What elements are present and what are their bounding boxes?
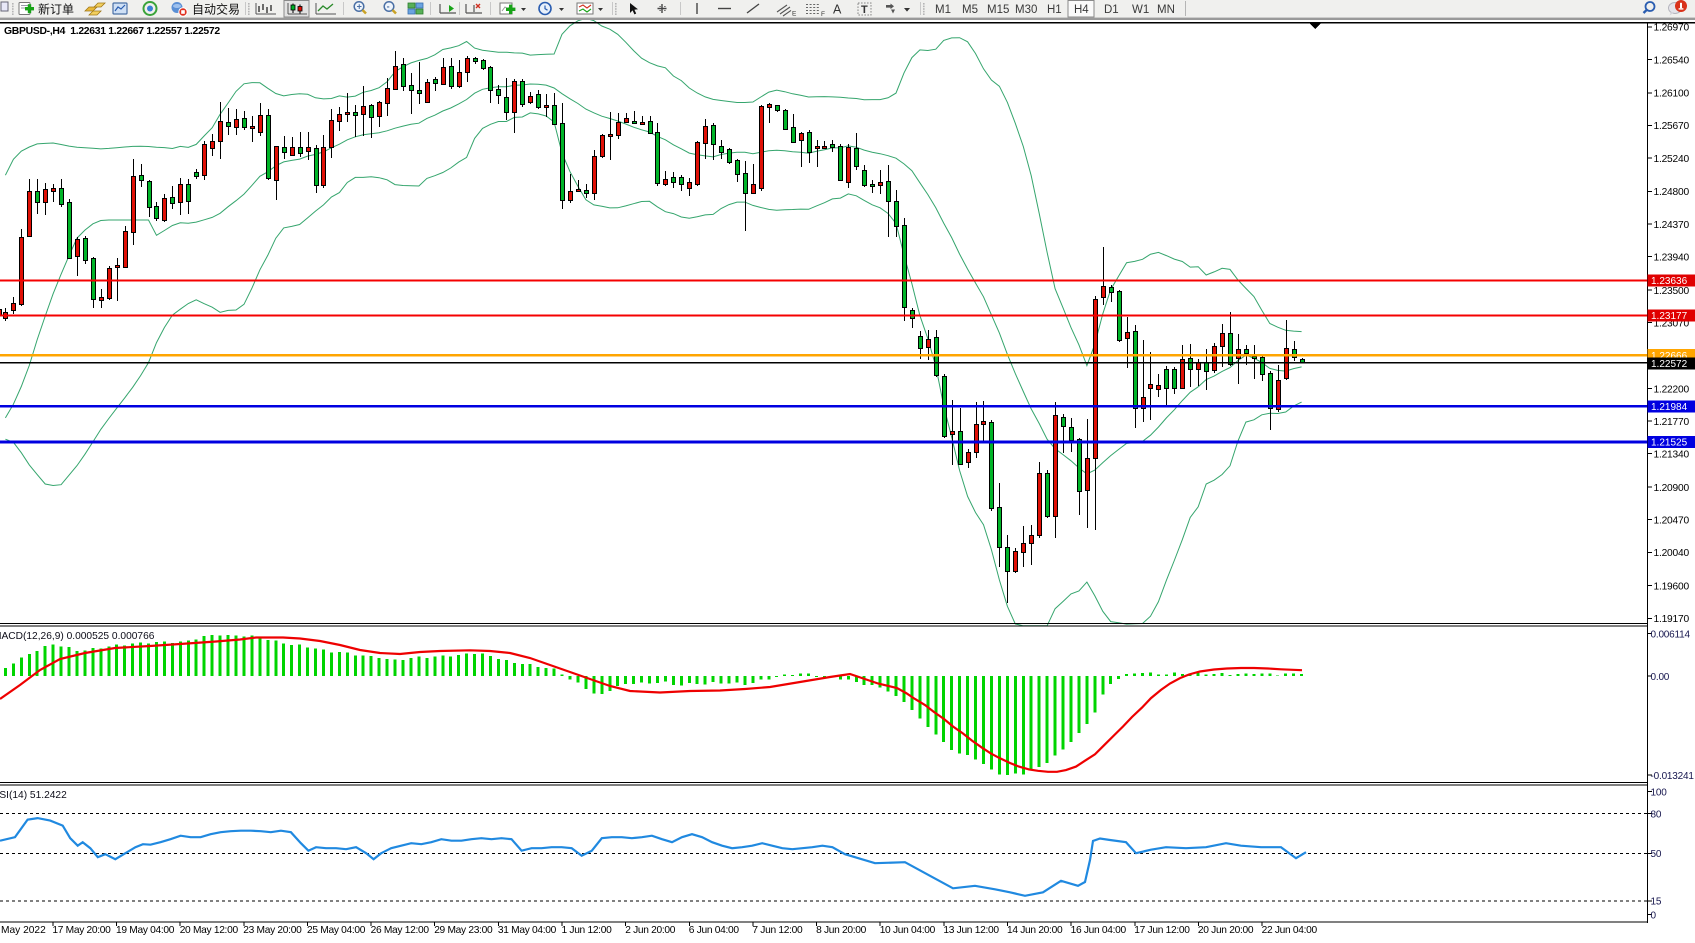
svg-text:1.23500: 1.23500 — [1654, 286, 1690, 297]
svg-text:20 May 12:00: 20 May 12:00 — [180, 925, 239, 936]
svg-text:0.006114: 0.006114 — [1651, 629, 1691, 640]
svg-text:17 May 20:00: 17 May 20:00 — [52, 925, 111, 936]
svg-text:1.25670: 1.25670 — [1654, 121, 1690, 132]
svg-text:M30: M30 — [1015, 4, 1037, 16]
svg-text:8 Jun 20:00: 8 Jun 20:00 — [816, 925, 867, 936]
svg-text:29 May 23:00: 29 May 23:00 — [434, 925, 493, 936]
svg-text:17 Jun 12:00: 17 Jun 12:00 — [1134, 925, 1190, 936]
svg-text:1.24800: 1.24800 — [1654, 187, 1690, 198]
svg-text:1.22572: 1.22572 — [1651, 359, 1688, 370]
svg-text:19 May 04:00: 19 May 04:00 — [116, 925, 175, 936]
svg-text:1.19600: 1.19600 — [1654, 582, 1690, 593]
svg-text:1.20470: 1.20470 — [1654, 516, 1690, 527]
svg-text:1.23177: 1.23177 — [1651, 311, 1688, 322]
svg-text:1.21340: 1.21340 — [1654, 450, 1690, 461]
svg-text:M15: M15 — [987, 4, 1009, 16]
svg-text:13 Jun 12:00: 13 Jun 12:00 — [943, 925, 999, 936]
svg-text:80: 80 — [1651, 810, 1662, 821]
svg-text:F: F — [821, 11, 825, 18]
svg-text:1.21525: 1.21525 — [1651, 438, 1688, 449]
svg-text:1.26970: 1.26970 — [1654, 23, 1690, 34]
svg-text:E: E — [792, 11, 797, 18]
svg-text:1.20040: 1.20040 — [1654, 548, 1690, 559]
svg-text:26 May 12:00: 26 May 12:00 — [371, 925, 430, 936]
svg-text:RSI(14) 51.2422: RSI(14) 51.2422 — [0, 790, 67, 801]
svg-text:M5: M5 — [962, 4, 978, 16]
svg-text:M1: M1 — [935, 4, 951, 16]
svg-text:+: + — [357, 2, 362, 12]
svg-text:-0.013241: -0.013241 — [1651, 771, 1695, 782]
svg-text:1.24370: 1.24370 — [1654, 220, 1690, 231]
svg-text:7 Jun 12:00: 7 Jun 12:00 — [752, 925, 803, 936]
svg-text:31 May 04:00: 31 May 04:00 — [498, 925, 557, 936]
svg-text:1.26540: 1.26540 — [1654, 55, 1690, 66]
svg-text:1.20900: 1.20900 — [1654, 483, 1690, 494]
svg-text:2 Jun 20:00: 2 Jun 20:00 — [625, 925, 676, 936]
svg-text:1.19170: 1.19170 — [1654, 614, 1690, 625]
svg-text:14 Jun 20:00: 14 Jun 20:00 — [1007, 925, 1063, 936]
svg-text:H1: H1 — [1047, 4, 1062, 16]
svg-text:GBPUSD-,H4 1.22631 1.22667 1.: GBPUSD-,H4 1.22631 1.22667 1.22557 1.225… — [4, 26, 220, 37]
svg-text:1.21984: 1.21984 — [1651, 402, 1688, 413]
svg-text:1.21770: 1.21770 — [1654, 417, 1690, 428]
svg-text:自动交易: 自动交易 — [192, 2, 240, 17]
svg-text:MN: MN — [1157, 4, 1175, 16]
svg-text:May 2022: May 2022 — [1, 925, 46, 936]
svg-text:1 Jun 12:00: 1 Jun 12:00 — [562, 925, 613, 936]
svg-text:1.23636: 1.23636 — [1651, 276, 1688, 287]
svg-text:1.25240: 1.25240 — [1654, 154, 1690, 165]
svg-text:15: 15 — [1651, 897, 1662, 908]
svg-text:D1: D1 — [1104, 4, 1119, 16]
svg-text:10 Jun 04:00: 10 Jun 04:00 — [880, 925, 936, 936]
svg-text:6 Jun 04:00: 6 Jun 04:00 — [689, 925, 740, 936]
svg-text:22 Jun 04:00: 22 Jun 04:00 — [1262, 925, 1318, 936]
svg-text:A: A — [833, 3, 842, 17]
svg-text:100: 100 — [1651, 787, 1668, 798]
svg-text:1.26100: 1.26100 — [1654, 89, 1690, 100]
svg-text:-: - — [387, 2, 390, 12]
svg-text:H4: H4 — [1074, 4, 1089, 16]
svg-text:0: 0 — [1651, 911, 1657, 922]
svg-text:新订单: 新订单 — [38, 2, 74, 17]
svg-text:1.22200: 1.22200 — [1654, 384, 1690, 395]
svg-text:23 May 20:00: 23 May 20:00 — [243, 925, 302, 936]
svg-text:16 Jun 04:00: 16 Jun 04:00 — [1071, 925, 1127, 936]
svg-text:50: 50 — [1651, 849, 1662, 860]
svg-text:25 May 04:00: 25 May 04:00 — [307, 925, 366, 936]
svg-text:0.00: 0.00 — [1651, 672, 1670, 683]
svg-text:1.23940: 1.23940 — [1654, 252, 1690, 263]
svg-text:20 Jun 20:00: 20 Jun 20:00 — [1198, 925, 1254, 936]
svg-text:MACD(12,26,9) 0.000525 0.00076: MACD(12,26,9) 0.000525 0.000766 — [0, 631, 155, 642]
svg-text:T: T — [861, 4, 868, 16]
svg-text:W1: W1 — [1132, 4, 1149, 16]
